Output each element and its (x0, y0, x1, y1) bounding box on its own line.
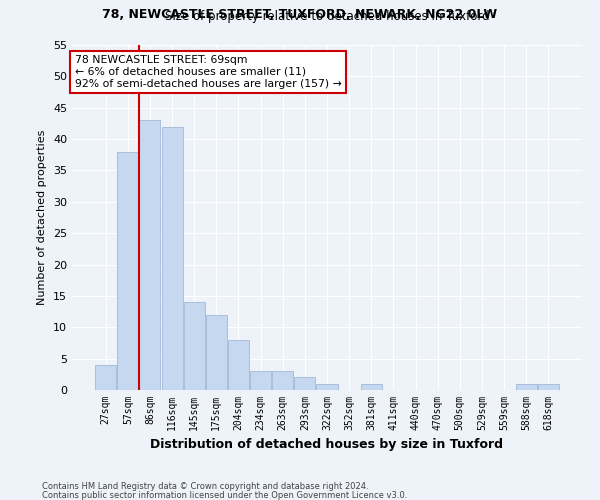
Bar (118, 152, 139, 390)
Y-axis label: Number of detached properties: Number of detached properties (37, 130, 47, 305)
Bar (538, 384, 559, 390)
Bar (295, 378, 316, 390)
Text: Contains public sector information licensed under the Open Government Licence v3: Contains public sector information licen… (42, 491, 407, 500)
Bar (250, 371, 271, 390)
Text: 78 NEWCASTLE STREET: 69sqm
← 6% of detached houses are smaller (11)
92% of semi-: 78 NEWCASTLE STREET: 69sqm ← 6% of detac… (74, 56, 341, 88)
Bar (272, 371, 293, 390)
Bar (184, 302, 205, 390)
Text: 78, NEWCASTLE STREET, TUXFORD, NEWARK, NG22 0LW: 78, NEWCASTLE STREET, TUXFORD, NEWARK, N… (103, 8, 497, 20)
X-axis label: Distribution of detached houses by size in Tuxford: Distribution of detached houses by size … (151, 438, 503, 452)
Text: Contains HM Land Registry data © Crown copyright and database right 2024.: Contains HM Land Registry data © Crown c… (42, 482, 368, 491)
Bar (206, 314, 227, 390)
Bar (139, 120, 160, 390)
Bar (95, 365, 116, 390)
Bar (228, 340, 249, 390)
Bar (161, 126, 182, 390)
Bar (361, 384, 382, 390)
Title: Size of property relative to detached houses in Tuxford: Size of property relative to detached ho… (164, 10, 490, 23)
Bar (316, 384, 338, 390)
Bar (515, 384, 536, 390)
